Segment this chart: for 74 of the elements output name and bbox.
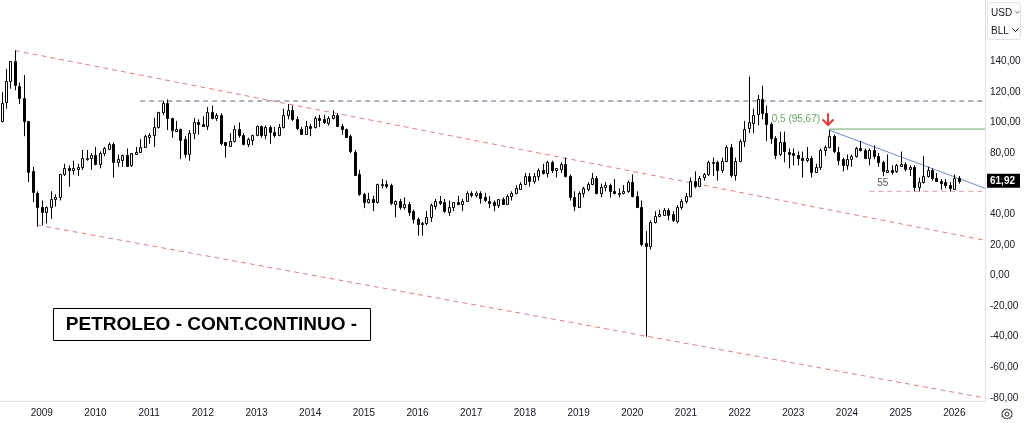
x-tick-label: 2023 [782, 406, 805, 418]
candlestick [32, 166, 35, 203]
text: USD [991, 6, 1013, 18]
candlestick [166, 98, 169, 131]
y-tick-label: 140,00 [990, 54, 1022, 66]
candlestick [676, 204, 679, 224]
y-tick-label: 20,00 [990, 238, 1016, 250]
y-tick-label: 40,00 [990, 208, 1016, 220]
candlestick [564, 157, 567, 179]
candlestick [810, 155, 813, 179]
candlestick [390, 183, 393, 206]
x-tick-label: 2021 [674, 406, 698, 418]
candlestick [922, 155, 925, 185]
candlestick [41, 200, 44, 226]
candlestick [779, 131, 782, 157]
candlestick [112, 141, 115, 179]
candlestick [68, 164, 71, 188]
x-tick-label: 2024 [835, 406, 859, 418]
x-tick-label: 2014 [299, 406, 322, 418]
x-tick-label: 2022 [728, 406, 752, 418]
candlestick [757, 94, 760, 126]
candlestick [188, 129, 191, 162]
x-tick-label: 2020 [621, 406, 644, 418]
annotation: 61,92 [990, 174, 1016, 186]
y-tick-label: 0,00 [990, 269, 1010, 281]
x-tick-label: 2025 [889, 406, 913, 418]
x-tick-label: 2015 [352, 406, 376, 418]
candlestick [18, 82, 21, 105]
candlestick [179, 128, 182, 160]
candlestick [819, 147, 822, 171]
text: BLL [991, 24, 1009, 36]
annotation: 55 [877, 177, 889, 189]
candlestick [430, 203, 433, 223]
candlestick [36, 190, 39, 228]
y-tick-label: -40,00 [990, 330, 1019, 342]
candlestick [417, 216, 420, 237]
annotation: 0,5 (95,67) [771, 112, 821, 124]
x-tick-label: 2010 [84, 406, 108, 418]
candlestick [50, 190, 53, 220]
candlestick [716, 160, 719, 182]
candlestick [193, 117, 196, 140]
candlestick [886, 154, 889, 174]
candlestick [206, 106, 209, 131]
x-tick-label: 2019 [567, 406, 591, 418]
x-tick-label: 2013 [245, 406, 269, 418]
y-tick-label: 120,00 [990, 85, 1022, 97]
x-tick-label: 2011 [138, 406, 161, 418]
y-tick-label: -20,00 [990, 299, 1019, 311]
x-tick-label: 2026 [943, 406, 966, 418]
candlestick [748, 76, 751, 134]
text: PETROLEO - CONT.CONTINUO - [65, 313, 358, 335]
y-tick-label: 100,00 [990, 116, 1022, 128]
x-tick-label: 2017 [460, 406, 483, 418]
y-tick-label: 80,00 [990, 146, 1016, 158]
candlestick [184, 135, 187, 159]
y-tick-label: -60,00 [990, 361, 1019, 373]
candlestick [712, 157, 715, 177]
candlestick [649, 219, 652, 250]
candlestick [126, 147, 129, 168]
x-tick-label: 2018 [513, 406, 537, 418]
candlestick [752, 108, 755, 134]
y-tick-label: -80,00 [990, 391, 1019, 403]
candlestick [14, 50, 17, 91]
candlestick [913, 164, 916, 192]
x-tick-label: 2016 [406, 406, 430, 418]
candlestick [81, 149, 84, 171]
x-tick-label: 2012 [191, 406, 215, 418]
candlestick [833, 134, 836, 154]
x-tick-label: 2009 [30, 406, 54, 418]
candlestick [788, 147, 791, 169]
candlestick [837, 146, 840, 166]
candlestick [783, 131, 786, 163]
candlestick [269, 125, 272, 145]
candlestick [801, 151, 804, 179]
